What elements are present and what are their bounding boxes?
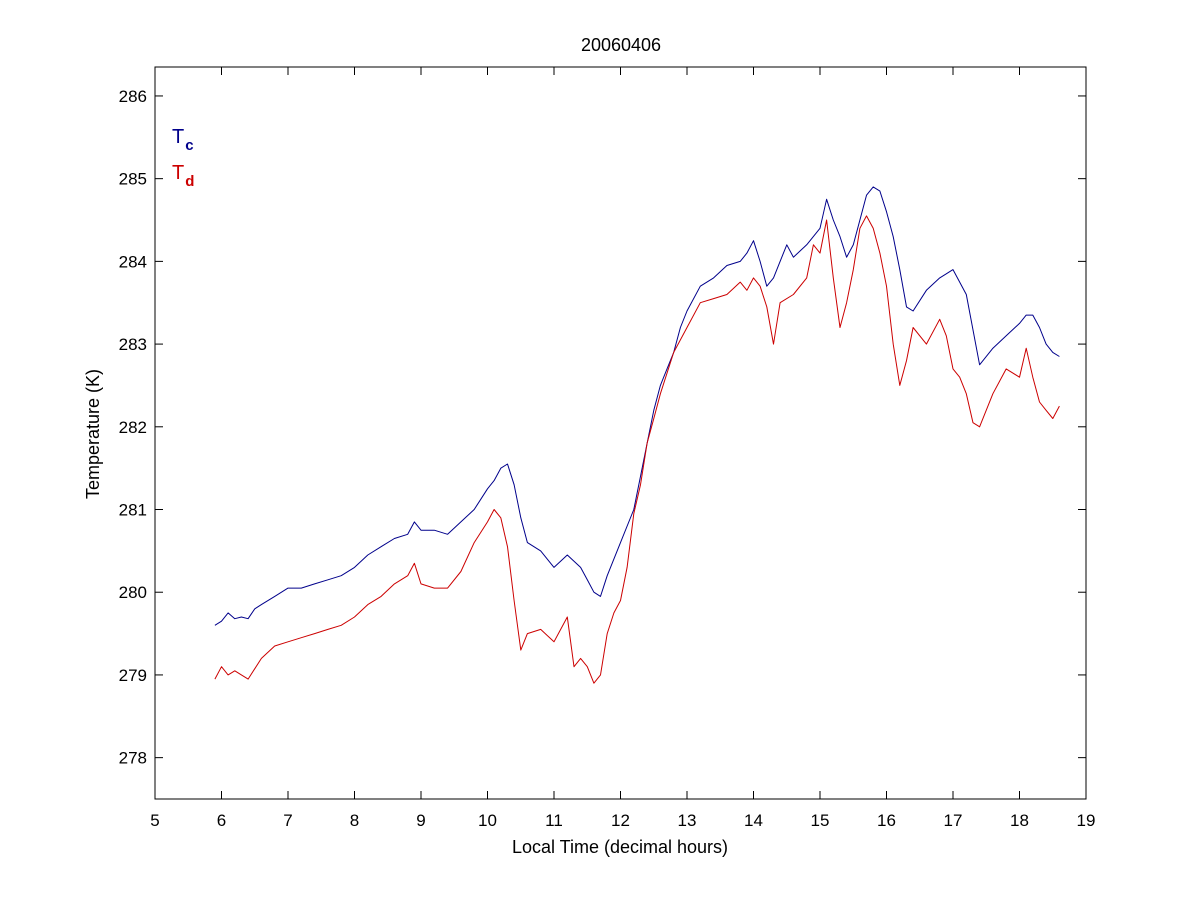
x-tick-label: 13 (678, 811, 697, 830)
plot-area (154, 66, 1087, 800)
y-tick-label: 284 (119, 252, 147, 271)
x-tick-label: 7 (283, 811, 292, 830)
x-tick-label: 17 (944, 811, 963, 830)
x-tick-label: 5 (150, 811, 159, 830)
series-lines (214, 186, 1060, 684)
y-tick-label: 286 (119, 87, 147, 106)
x-axis: 5 6 7 8 9 10 11 12 13 14 15 16 17 18 19 (150, 67, 1095, 830)
legend-entry-Td: Td (172, 162, 194, 190)
y-tick-label: 279 (119, 666, 147, 685)
legend-subscript: c (185, 137, 193, 154)
y-tick-label: 282 (119, 418, 147, 437)
x-tick-label: 10 (478, 811, 497, 830)
y-tick-label: 280 (119, 583, 147, 602)
x-tick-label: 19 (1077, 811, 1096, 830)
y-tick-label: 278 (119, 749, 147, 768)
chart-title: 20060406 (581, 35, 661, 55)
x-tick-label: 14 (744, 811, 763, 830)
x-tick-label: 12 (611, 811, 630, 830)
x-tick-label: 9 (416, 811, 425, 830)
y-tick-label: 285 (119, 170, 147, 189)
x-axis-label: Local Time (decimal hours) (512, 837, 728, 857)
legend-main-text: T (172, 126, 184, 148)
x-tick-label: 11 (545, 811, 563, 830)
x-tick-label: 15 (811, 811, 830, 830)
x-tick-label: 6 (217, 811, 226, 830)
legend-main-text: T (172, 162, 184, 184)
y-axis: 278 279 280 281 282 283 284 285 286 (119, 87, 1086, 768)
series-line-Tc (214, 186, 1060, 626)
y-tick-label: 281 (119, 501, 147, 520)
y-axis-label: Temperature (K) (83, 369, 103, 499)
y-tick-label: 283 (119, 335, 147, 354)
legend-entry-Tc: Tc (172, 126, 194, 154)
x-tick-label: 18 (1010, 811, 1029, 830)
x-tick-label: 16 (877, 811, 896, 830)
x-tick-label: 8 (350, 811, 359, 830)
series-line-Td (214, 215, 1060, 684)
legend-subscript: d (185, 173, 194, 190)
